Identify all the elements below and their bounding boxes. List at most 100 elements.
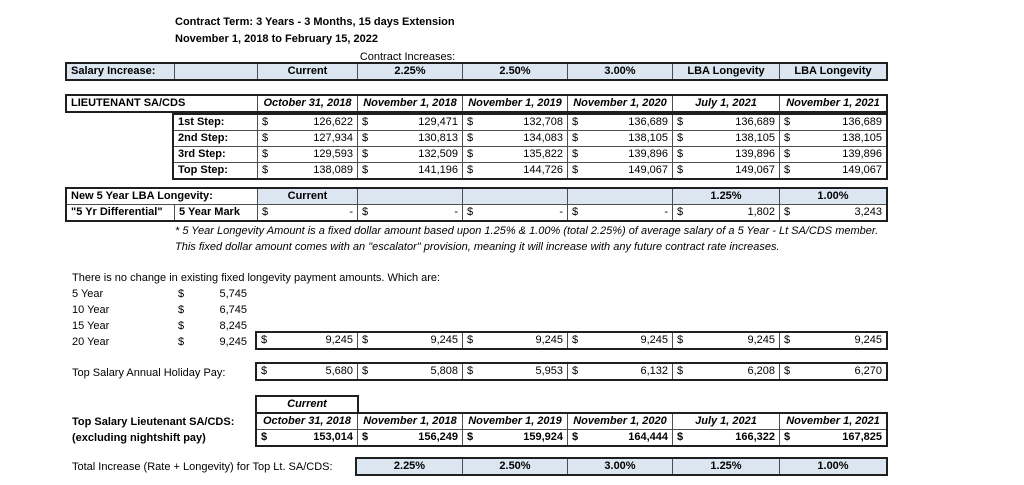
salary-cell[interactable]: $130,813 [357,131,462,146]
salary-cell[interactable]: $139,896 [672,147,779,162]
dollar-sign: $ [784,148,791,160]
salary-cell[interactable]: $139,896 [779,147,886,162]
dollar-sign: $ [262,148,269,160]
dollar-sign: $ [178,304,185,316]
salary-cell[interactable]: $138,105 [567,131,672,146]
salary-cell[interactable]: $136,689 [779,115,886,130]
salary-cell[interactable]: $134,083 [462,131,567,146]
salary-cell[interactable]: $156,249 [357,430,462,445]
salary-increase-label-cell[interactable]: Salary Increase: [67,64,174,79]
step-label-cell[interactable]: Top Step: [178,164,228,176]
salary-cell[interactable]: $149,067 [567,163,672,178]
salary-increase-pct-cell[interactable]: 3.00% [567,64,672,79]
column-date-cell[interactable]: July 1, 2021 [672,414,779,429]
salary-cell[interactable]: $132,509 [357,147,462,162]
amount-cell[interactable]: $9,245 [357,333,462,348]
amount-cell[interactable]: $ - [357,205,462,220]
amount-cell[interactable]: $6,208 [672,364,779,379]
step-label-cell[interactable]: 1st Step: [178,116,225,128]
salary-cell[interactable]: $138,089 [257,163,357,178]
amount-cell[interactable]: $6,132 [567,364,672,379]
dollar-sign: $ [572,132,579,144]
step-label-cell[interactable]: 3rd Step: [178,148,226,160]
lba-blank-cell[interactable] [357,189,462,204]
salary-cell[interactable]: $135,822 [462,147,567,162]
column-date-cell[interactable]: November 1, 2021 [779,96,886,111]
salary-increase-current-cell[interactable]: Current [257,64,357,79]
dollar-sign: $ [572,148,579,160]
lieutenant-title-cell[interactable]: LIEUTENANT SA/CDS [71,97,186,109]
salary-cell[interactable]: $138,105 [672,131,779,146]
column-date-cell[interactable]: October 31, 2018 [257,96,357,111]
differential-label-cell[interactable]: "5 Yr Differential" [71,206,163,218]
total-pct-cell[interactable]: 2.25% [357,459,462,474]
five-year-mark-cell[interactable]: 5 Year Mark [174,205,257,220]
salary-increase-pct-cell[interactable]: 2.50% [462,64,567,79]
salary-cell[interactable]: $164,444 [567,430,672,445]
total-pct-cell[interactable]: 1.00% [779,459,886,474]
column-date-cell[interactable]: November 1, 2018 [357,414,462,429]
salary-cell[interactable]: $141,196 [357,163,462,178]
salary-cell[interactable]: $129,593 [257,147,357,162]
amount-cell[interactable]: $5,953 [462,364,567,379]
lba-pct-cell[interactable]: 1.25% [672,189,779,204]
salary-cell[interactable]: $153,014 [261,431,353,443]
dollar-sign: $ [572,334,579,346]
salary-cell[interactable]: $149,067 [779,163,886,178]
dollar-sign: $ [362,206,369,218]
amount-cell[interactable]: $3,243 [779,205,886,220]
total-pct-cell[interactable]: 3.00% [567,459,672,474]
salary-cell[interactable]: $127,934 [257,131,357,146]
amount-cell[interactable]: $ - [462,205,567,220]
amount-cell[interactable]: $5,680 [261,365,353,377]
salary-increase-lba-cell[interactable]: LBA Longevity [779,64,886,79]
longevity-item-label: 5 Year [72,288,104,300]
salary-cell[interactable]: $136,689 [672,115,779,130]
column-date-cell[interactable]: November 1, 2020 [567,96,672,111]
amount-cell[interactable]: $ - [257,205,357,220]
lba-pct-cell[interactable]: 1.00% [779,189,886,204]
column-date-cell[interactable]: November 1, 2019 [462,414,567,429]
lba-blank-cell[interactable] [462,189,567,204]
amount-cell[interactable]: $9,245 [672,333,779,348]
current-cell[interactable]: Current [287,398,327,410]
salary-cell[interactable]: $132,708 [462,115,567,130]
salary-cell[interactable]: $126,622 [257,115,357,130]
salary-cell[interactable]: $166,322 [672,430,779,445]
salary-increase-pct-cell[interactable]: 2.25% [357,64,462,79]
amount-cell[interactable]: $9,245 [462,333,567,348]
column-date-cell[interactable]: November 1, 2021 [779,414,886,429]
amount-cell[interactable]: $9,245 [779,333,886,348]
salary-increase-lba-cell[interactable]: LBA Longevity [672,64,779,79]
dollar-sign: $ [784,431,791,443]
dollar-sign: $ [362,132,369,144]
salary-cell[interactable]: $136,689 [567,115,672,130]
salary-increase-blank-cell[interactable] [174,64,257,79]
column-date-cell[interactable]: October 31, 2018 [262,415,352,427]
amount-cell[interactable]: $9,245 [261,334,353,346]
salary-cell[interactable]: $129,471 [357,115,462,130]
step-label-cell[interactable]: 2nd Step: [178,132,229,144]
column-date-cell[interactable]: July 1, 2021 [672,96,779,111]
column-date-cell[interactable]: November 1, 2019 [462,96,567,111]
amount-cell[interactable]: $ - [567,205,672,220]
amount-cell[interactable]: $6,270 [779,364,886,379]
lba-header-label-cell[interactable]: New 5 Year LBA Longevity: [71,190,213,202]
longevity-item-label: 15 Year [72,320,110,332]
salary-cell[interactable]: $139,896 [567,147,672,162]
amount-cell[interactable]: $9,245 [567,333,672,348]
salary-cell[interactable]: $149,067 [672,163,779,178]
amount-cell[interactable]: $5,808 [357,364,462,379]
lba-current-cell[interactable]: Current [257,189,357,204]
column-date-cell[interactable]: November 1, 2020 [567,414,672,429]
amount-cell[interactable]: $1,802 [672,205,779,220]
column-date-cell[interactable]: November 1, 2018 [357,96,462,111]
total-pct-cell[interactable]: 2.50% [462,459,567,474]
dollar-sign: $ [784,132,791,144]
salary-cell[interactable]: $138,105 [779,131,886,146]
salary-cell[interactable]: $144,726 [462,163,567,178]
total-pct-cell[interactable]: 1.25% [672,459,779,474]
salary-cell[interactable]: $159,924 [462,430,567,445]
lba-blank-cell[interactable] [567,189,672,204]
salary-cell[interactable]: $167,825 [779,430,886,445]
